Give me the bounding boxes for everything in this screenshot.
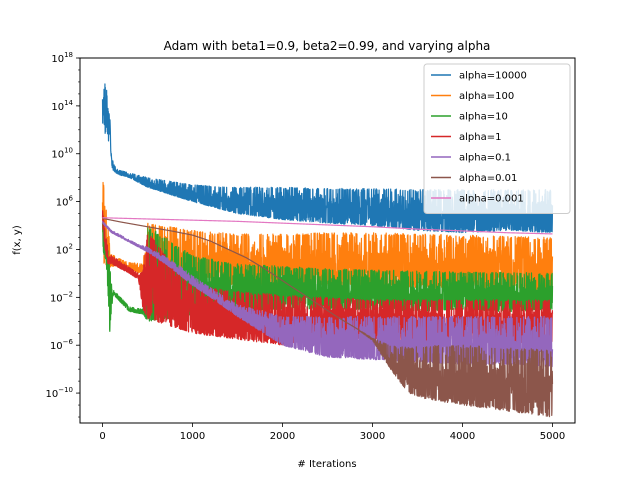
y-tick-label: 10−10 bbox=[45, 386, 73, 400]
legend-entry: alpha=0.001 bbox=[459, 194, 524, 205]
y-tick-label: 106 bbox=[56, 195, 74, 209]
legend-box bbox=[423, 63, 571, 214]
legend: alpha=10000 alpha=100 alpha=10 alpha=1 alpha… bbox=[423, 63, 571, 214]
legend-entry: alpha=0.01 bbox=[459, 173, 517, 184]
y-tick-label: 10−2 bbox=[50, 290, 73, 304]
series-line-alpha-0-1 bbox=[101, 220, 554, 368]
legend-entry: alpha=1 bbox=[459, 132, 501, 143]
series-layer bbox=[101, 83, 554, 418]
legend-entry: alpha=100 bbox=[459, 91, 514, 102]
x-tick-label: 1000 bbox=[180, 431, 205, 442]
y-tick-label: 10−6 bbox=[50, 338, 74, 352]
legend-entry: alpha=0.1 bbox=[459, 153, 511, 164]
chart-title: Adam with beta1=0.9, beta2=0.99, and var… bbox=[164, 39, 491, 53]
series-line-alpha-0-001 bbox=[102, 217, 553, 235]
plot-frame bbox=[79, 57, 576, 424]
legend-entry: alpha=10 bbox=[459, 112, 508, 123]
series-line-alpha-0-01 bbox=[102, 217, 554, 418]
x-axis-label: # Iterations bbox=[297, 459, 356, 470]
y-tick-label: 1014 bbox=[51, 99, 73, 113]
y-tick-label: 1018 bbox=[51, 51, 73, 65]
x-tick-label: 5000 bbox=[540, 431, 565, 442]
y-axis-ticks: 10−10 10−6 10−2 102 106 1010 1014 1018 bbox=[45, 51, 80, 418]
x-tick-label: 2000 bbox=[270, 431, 295, 442]
x-axis-ticks: 0 1000 2000 3000 4000 5000 bbox=[99, 423, 565, 442]
x-tick-label: 0 bbox=[99, 431, 105, 442]
x-tick-label: 3000 bbox=[360, 431, 385, 442]
y-tick-label: 102 bbox=[56, 242, 73, 256]
x-tick-label: 4000 bbox=[450, 431, 475, 442]
y-axis-label: f(x, y) bbox=[12, 225, 23, 255]
legend-entry: alpha=10000 bbox=[459, 71, 527, 82]
y-tick-label: 1010 bbox=[51, 147, 73, 161]
